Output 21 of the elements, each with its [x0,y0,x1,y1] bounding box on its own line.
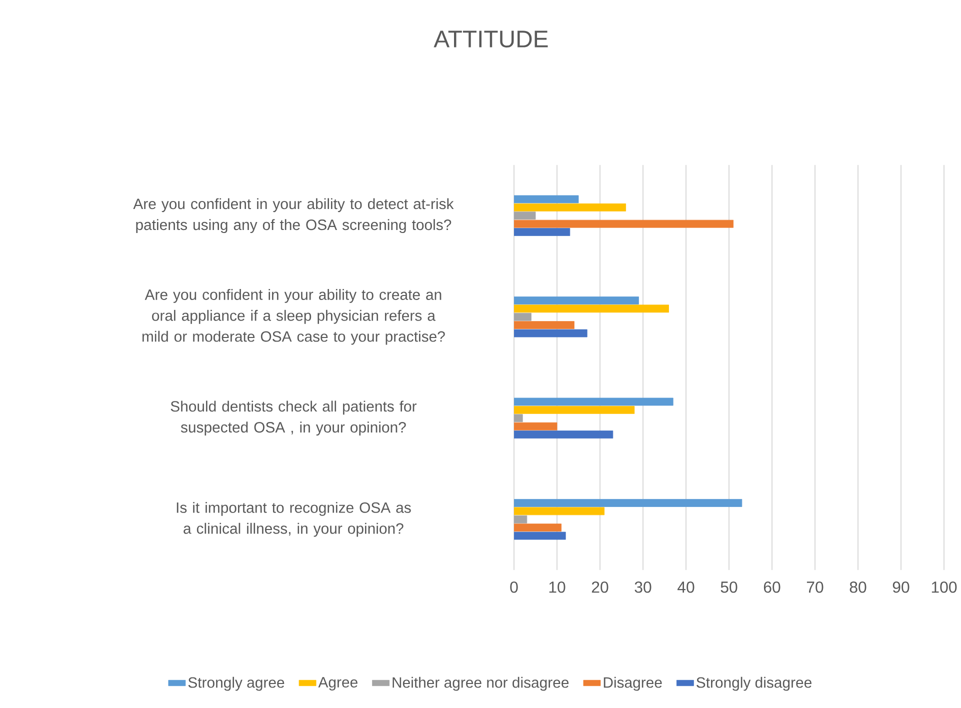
y-tick-label: Are you confident in your ability to create an oral appliance if a sleep physician refers a mild or moderate OSA case to your practise? [142,288,445,345]
y-tick-label: Is it important to recognize OSA as a clinical illness, in your opinion? [176,502,411,537]
x-tick-label: 10 [549,582,566,593]
legend-label: Strongly agree [188,676,284,691]
legend-label: Neither agree nor disagree [392,676,569,691]
x-tick-label: 40 [677,582,694,593]
x-tick-label: 100 [932,582,957,593]
x-tick-label: 60 [764,582,780,593]
x-tick-label: 20 [592,582,608,593]
x-tick-label: 70 [806,582,824,593]
legend-label: Strongly disagree [696,676,812,691]
y-tick-label: Are you confident in your ability to detect at-risk patients using any of the OSA screening tools? [133,198,454,234]
x-tick-label: 30 [634,582,652,593]
legend-label: Disagree [604,676,662,691]
legend-label: Agree [318,677,358,690]
x-tick-label: 90 [892,582,910,593]
y-tick-label: Should dentists check all patients for suspected OSA , in your opinion? [170,400,417,436]
chart-title: ATTITUDE [434,30,548,48]
x-tick-label: 80 [850,582,866,593]
x-tick-label: 0 [510,582,518,593]
x-tick-label: 50 [720,582,738,593]
